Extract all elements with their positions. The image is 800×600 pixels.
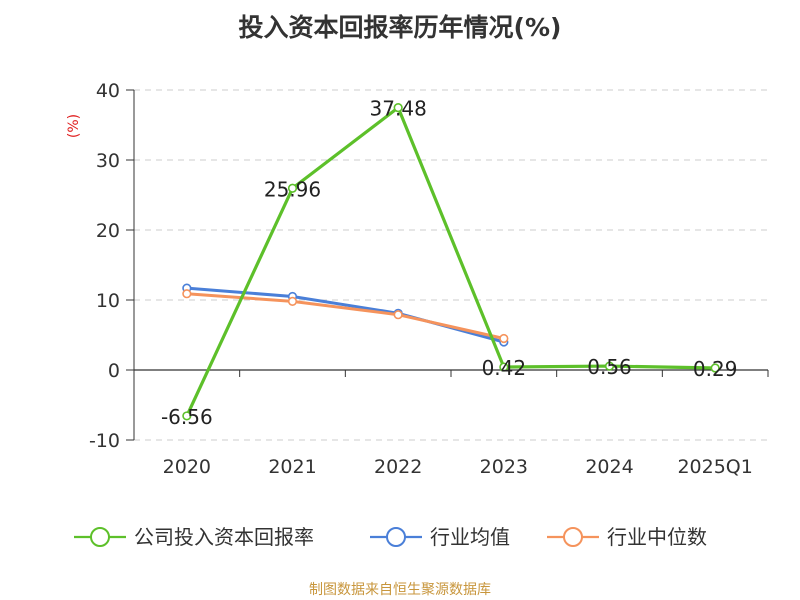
source-note: 制图数据来自恒生聚源数据库 xyxy=(309,582,491,598)
series-point-0 xyxy=(287,183,298,193)
series-point-0 xyxy=(393,103,403,113)
y-axis-unit-label: (%) xyxy=(66,114,82,138)
series-lines xyxy=(182,103,720,421)
legend-swatch-marker xyxy=(563,527,583,547)
series-point-0 xyxy=(710,363,720,373)
y-tick-label: -10 xyxy=(89,430,120,452)
x-tick-label: 2024 xyxy=(585,456,633,478)
data-labels: -6.56 25.96 37.48 0.42 0.56 0.29 xyxy=(161,97,737,429)
data-label: 0.29 xyxy=(693,357,738,381)
y-tick-label: 0 xyxy=(108,360,120,382)
series-point-0 xyxy=(604,361,615,371)
series-point-2 xyxy=(393,310,403,320)
series-line-0 xyxy=(185,106,717,418)
legend-label: 行业均值 xyxy=(430,525,510,549)
legend-swatch-marker xyxy=(386,527,406,547)
x-tick-labels: 2020 2021 2022 2023 2024 2025Q1 xyxy=(163,456,753,478)
x-tick-label: 2025Q1 xyxy=(677,456,752,478)
series-point-0 xyxy=(499,362,509,372)
series-point-0 xyxy=(182,411,192,421)
x-tick-label: 2023 xyxy=(480,456,528,478)
data-label: 0.56 xyxy=(587,355,632,379)
y-tick-label: 30 xyxy=(96,150,120,172)
y-tick-label: 20 xyxy=(96,220,120,242)
data-label: 37.48 xyxy=(370,97,427,121)
series-point-2 xyxy=(287,296,298,307)
y-tick-label: 40 xyxy=(96,80,120,102)
y-tick-label: 10 xyxy=(96,290,120,312)
x-tick-label: 2021 xyxy=(268,456,316,478)
data-label: -6.56 xyxy=(161,405,213,429)
series-point-2 xyxy=(499,333,509,344)
series-point-2 xyxy=(182,289,192,299)
legend-swatch-marker xyxy=(90,527,110,547)
y-tick-labels: -10 0 10 20 30 40 xyxy=(89,80,120,452)
series-line-2 xyxy=(185,292,506,340)
legend-label: 行业中位数 xyxy=(607,525,707,549)
x-tick-label: 2022 xyxy=(374,456,422,478)
x-tick-label: 2020 xyxy=(163,456,211,478)
data-label: 0.42 xyxy=(482,356,527,380)
axes xyxy=(126,89,769,441)
chart-title: 投入资本回报率历年情况(%) xyxy=(239,13,562,42)
data-label: 25.96 xyxy=(264,177,321,201)
gridlines xyxy=(134,89,768,441)
legend: 公司投入资本回报率 行业均值 行业中位数 xyxy=(74,525,707,549)
legend-label: 公司投入资本回报率 xyxy=(134,525,314,549)
